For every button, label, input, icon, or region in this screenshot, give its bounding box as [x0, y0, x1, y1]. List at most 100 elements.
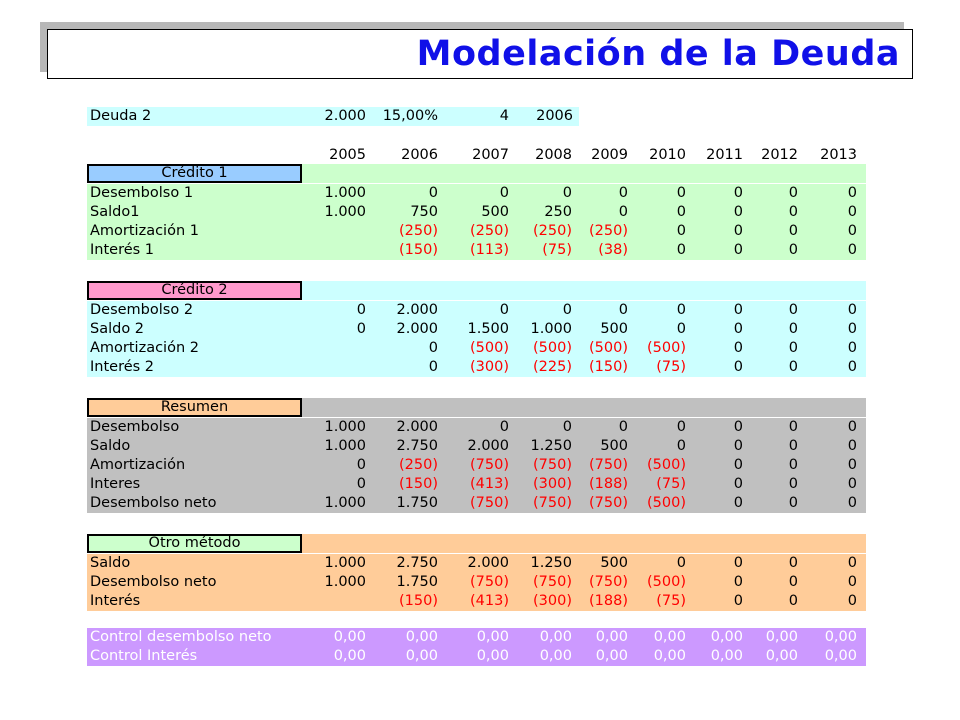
cell[interactable]: 0 [733, 438, 743, 454]
cell[interactable]: 0 [676, 185, 686, 201]
cell[interactable]: (225) [533, 359, 572, 375]
cell[interactable]: 1.250 [530, 555, 572, 571]
cell[interactable]: 0 [562, 185, 572, 201]
cell[interactable]: 0 [847, 593, 857, 609]
cell[interactable]: 0,00 [653, 629, 686, 645]
cell[interactable]: 0 [733, 302, 743, 318]
cell[interactable]: 0,00 [333, 629, 366, 645]
cell[interactable]: (413) [470, 593, 509, 609]
cell[interactable]: (750) [470, 574, 509, 590]
cell[interactable]: 0 [428, 340, 438, 356]
cell[interactable]: 0,00 [653, 648, 686, 664]
cell[interactable]: 0 [847, 340, 857, 356]
cell[interactable]: 0 [618, 185, 628, 201]
cell[interactable]: (500) [589, 340, 628, 356]
deuda-plazo[interactable]: 4 [499, 108, 509, 124]
deuda-monto[interactable]: 2.000 [324, 108, 366, 124]
cell[interactable]: 0 [733, 321, 743, 337]
cell[interactable]: (500) [647, 574, 686, 590]
cell[interactable]: 0 [788, 574, 798, 590]
cell[interactable]: 0 [788, 593, 798, 609]
cell[interactable]: 0 [676, 242, 686, 258]
cell[interactable]: 0 [562, 302, 572, 318]
cell[interactable]: 0 [356, 476, 366, 492]
cell[interactable]: 0 [676, 419, 686, 435]
cell[interactable]: 0 [733, 185, 743, 201]
cell[interactable]: 500 [600, 438, 628, 454]
cell[interactable]: (500) [647, 495, 686, 511]
cell[interactable]: 2.000 [396, 302, 438, 318]
cell[interactable]: (75) [656, 593, 686, 609]
cell[interactable] [304, 339, 372, 358]
cell[interactable]: 0 [847, 204, 857, 220]
cell[interactable]: 500 [600, 555, 628, 571]
cell[interactable]: (188) [589, 593, 628, 609]
cell[interactable]: 0,00 [595, 629, 628, 645]
cell[interactable]: 0 [788, 204, 798, 220]
cell[interactable]: 0 [847, 419, 857, 435]
cell[interactable]: 1.000 [324, 185, 366, 201]
cell[interactable]: 1.250 [530, 438, 572, 454]
cell[interactable]: (250) [470, 223, 509, 239]
cell[interactable]: 0 [788, 476, 798, 492]
cell[interactable] [304, 241, 372, 260]
cell[interactable]: (150) [589, 359, 628, 375]
cell[interactable]: 0,00 [476, 629, 509, 645]
cell[interactable]: (250) [399, 223, 438, 239]
cell[interactable]: (750) [533, 495, 572, 511]
cell[interactable]: 0 [733, 495, 743, 511]
cell[interactable]: 0 [847, 476, 857, 492]
cell[interactable]: 0 [733, 476, 743, 492]
cell[interactable]: 0 [788, 321, 798, 337]
cell[interactable]: (150) [399, 593, 438, 609]
cell[interactable]: 0 [788, 457, 798, 473]
cell[interactable]: 0 [356, 457, 366, 473]
cell[interactable]: 0,00 [405, 648, 438, 664]
cell[interactable]: (750) [470, 495, 509, 511]
cell[interactable]: 0 [847, 457, 857, 473]
cell[interactable]: 1.750 [396, 574, 438, 590]
cell[interactable]: 0 [788, 242, 798, 258]
cell[interactable]: 0 [733, 242, 743, 258]
cell[interactable]: 1.000 [324, 438, 366, 454]
cell[interactable]: (38) [598, 242, 628, 258]
cell[interactable]: 0,00 [765, 629, 798, 645]
cell[interactable]: 0,00 [765, 648, 798, 664]
cell[interactable]: 0,00 [405, 629, 438, 645]
cell[interactable]: 0,00 [539, 629, 572, 645]
cell[interactable]: 2.750 [396, 555, 438, 571]
cell[interactable]: (113) [470, 242, 509, 258]
cell[interactable]: (500) [647, 457, 686, 473]
cell[interactable]: 0 [847, 242, 857, 258]
cell[interactable]: 1.000 [324, 574, 366, 590]
cell[interactable]: 0 [788, 302, 798, 318]
cell[interactable]: 0 [847, 223, 857, 239]
cell[interactable]: 0 [788, 223, 798, 239]
cell[interactable]: 750 [410, 204, 438, 220]
cell[interactable]: (500) [647, 340, 686, 356]
cell[interactable]: (750) [533, 574, 572, 590]
cell[interactable]: 0 [733, 419, 743, 435]
cell[interactable]: (750) [533, 457, 572, 473]
cell[interactable]: 0 [618, 204, 628, 220]
cell[interactable]: (413) [470, 476, 509, 492]
cell[interactable]: 0 [847, 321, 857, 337]
cell[interactable]: (300) [533, 476, 572, 492]
cell[interactable]: 0 [847, 359, 857, 375]
cell[interactable]: 0 [676, 438, 686, 454]
deuda-anio[interactable]: 2006 [536, 108, 573, 124]
cell[interactable]: 1.000 [324, 495, 366, 511]
cell[interactable]: 250 [544, 204, 572, 220]
cell[interactable]: 2.000 [467, 438, 509, 454]
cell[interactable]: 0 [499, 302, 509, 318]
cell[interactable]: 0 [733, 574, 743, 590]
cell[interactable]: 1.000 [530, 321, 572, 337]
cell[interactable]: 2.000 [396, 419, 438, 435]
cell[interactable]: (500) [533, 340, 572, 356]
cell[interactable]: (188) [589, 476, 628, 492]
cell[interactable]: 0 [733, 340, 743, 356]
cell[interactable]: 0 [618, 419, 628, 435]
cell[interactable]: 0 [733, 457, 743, 473]
cell[interactable]: (150) [399, 476, 438, 492]
cell[interactable]: 0 [733, 555, 743, 571]
